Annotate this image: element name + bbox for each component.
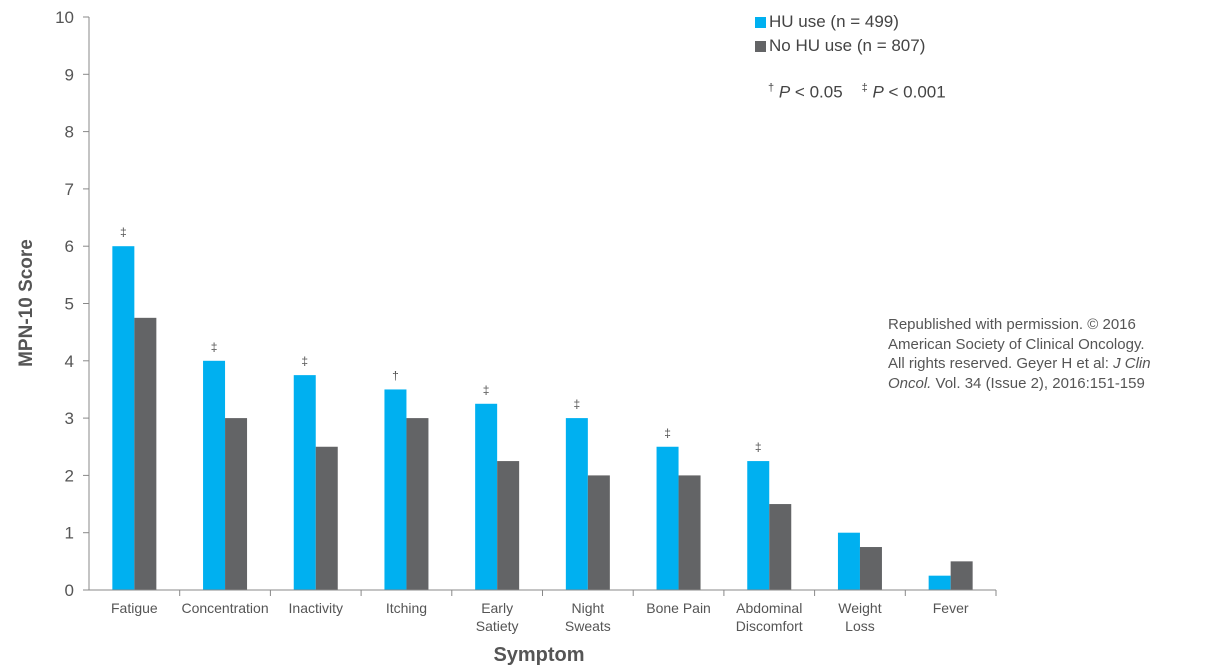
significance-marker: † xyxy=(392,368,399,382)
significance-marker: ‡ xyxy=(301,354,308,368)
significance-marker: ‡ xyxy=(755,440,762,454)
x-category-label: Abdominal xyxy=(736,600,802,616)
permission-line-2: American Society of Clinical Oncology. xyxy=(888,335,1145,353)
bar-hu-use xyxy=(656,446,679,590)
significance-marker: ‡ xyxy=(574,397,581,411)
p-letter-2: P xyxy=(872,82,884,102)
significance-marker: ‡ xyxy=(483,383,490,397)
permission-line-3-text: All rights reserved. Geyer H et al: xyxy=(888,355,1114,372)
bar-no-hu-use xyxy=(315,446,338,590)
y-tick-label: 6 xyxy=(65,237,74,256)
x-category-label: Satiety xyxy=(476,618,519,634)
axes xyxy=(88,17,997,596)
x-category-label: Bone Pain xyxy=(646,600,711,616)
p-value-note: † P < 0.05 ‡ P < 0.001 xyxy=(768,82,946,103)
legend-item-hu-use: HU use (n = 499) xyxy=(755,10,925,34)
x-category-label: Loss xyxy=(845,618,875,634)
x-category-label: Inactivity xyxy=(289,600,343,616)
x-category-label: Night xyxy=(572,600,605,616)
legend-swatch-no-hu-use xyxy=(755,40,766,52)
bars xyxy=(112,246,973,590)
legend-item-no-hu-use: No HU use (n = 807) xyxy=(755,34,925,58)
bar-hu-use xyxy=(293,375,316,590)
permission-note: Republished with permission. © 2016 Amer… xyxy=(888,315,1151,393)
bar-no-hu-use xyxy=(225,418,248,590)
legend: HU use (n = 499) No HU use (n = 807) xyxy=(755,10,925,58)
y-tick-label: 4 xyxy=(65,352,74,371)
bar-no-hu-use xyxy=(587,475,610,590)
legend-label-no-hu-use: No HU use (n = 807) xyxy=(769,36,926,55)
bar-no-hu-use xyxy=(497,461,520,590)
bar-no-hu-use xyxy=(134,317,157,590)
p-letter-1: P xyxy=(778,82,791,102)
x-category-label: Sweats xyxy=(565,618,611,634)
x-category-label: Fatigue xyxy=(111,600,158,616)
y-tick-label: 5 xyxy=(65,295,74,314)
significance-markers: ‡ ‡ ‡ † ‡ ‡ ‡ ‡ xyxy=(120,225,762,454)
permission-line-4: Oncol. Vol. 34 (Issue 2), 2016:151-159 xyxy=(888,374,1151,394)
bar-hu-use xyxy=(565,418,588,590)
bar-hu-use xyxy=(384,389,407,590)
x-axis-title: Symptom xyxy=(493,644,584,666)
y-tick-label: 0 xyxy=(65,581,74,600)
p-threshold-2: < 0.001 xyxy=(883,82,946,102)
y-tick-label: 1 xyxy=(65,524,74,543)
y-tick-label: 3 xyxy=(65,409,74,428)
permission-line-4-text: Vol. 34 (Issue 2), 2016:151-159 xyxy=(931,374,1145,392)
legend-swatch-hu-use xyxy=(755,16,766,28)
significance-marker: ‡ xyxy=(664,426,671,440)
permission-journal-2: Oncol. xyxy=(888,374,932,392)
p-threshold-1: < 0.05 xyxy=(790,82,843,102)
y-tick-label: 2 xyxy=(65,466,74,485)
dagger-symbol: † xyxy=(768,82,775,94)
legend-label-hu-use: HU use (n = 499) xyxy=(769,12,899,31)
bar-no-hu-use xyxy=(950,561,973,590)
y-tick-label: 10 xyxy=(55,8,74,27)
permission-journal-1: J Clin xyxy=(1113,355,1151,372)
permission-line-1: Republished with permission. © 2016 xyxy=(888,316,1136,333)
permission-line-3: All rights reserved. Geyer H et al: J Cl… xyxy=(888,354,1151,374)
bar-hu-use xyxy=(475,403,498,590)
y-tick-label: 8 xyxy=(65,123,74,142)
y-tick-label: 7 xyxy=(65,180,74,199)
y-axis-ticks: 0 1 2 3 4 5 6 7 8 9 10 xyxy=(55,8,89,600)
bar-no-hu-use xyxy=(406,418,429,590)
bar-hu-use xyxy=(928,575,951,590)
x-category-label: Concentration xyxy=(181,600,268,616)
y-tick-label: 9 xyxy=(65,65,74,84)
x-axis-labels: Fatigue Concentration Inactivity Itching Ear… xyxy=(111,600,969,634)
bar-no-hu-use xyxy=(859,547,882,590)
bar-hu-use xyxy=(112,246,135,590)
x-category-label: Discomfort xyxy=(736,618,803,634)
double-dagger-symbol: ‡ xyxy=(861,82,868,94)
bar-hu-use xyxy=(203,360,226,590)
bar-no-hu-use xyxy=(678,475,701,590)
x-category-label: Fever xyxy=(933,600,969,616)
x-category-label: Weight xyxy=(838,600,881,616)
x-category-label: Early xyxy=(481,600,513,616)
bar-no-hu-use xyxy=(769,504,792,590)
significance-marker: ‡ xyxy=(211,340,218,354)
x-category-label: Itching xyxy=(386,600,427,616)
significance-marker: ‡ xyxy=(120,225,127,239)
bar-hu-use xyxy=(747,461,770,590)
y-axis-title: MPN-10 Score xyxy=(16,239,37,367)
bar-hu-use xyxy=(837,532,860,590)
